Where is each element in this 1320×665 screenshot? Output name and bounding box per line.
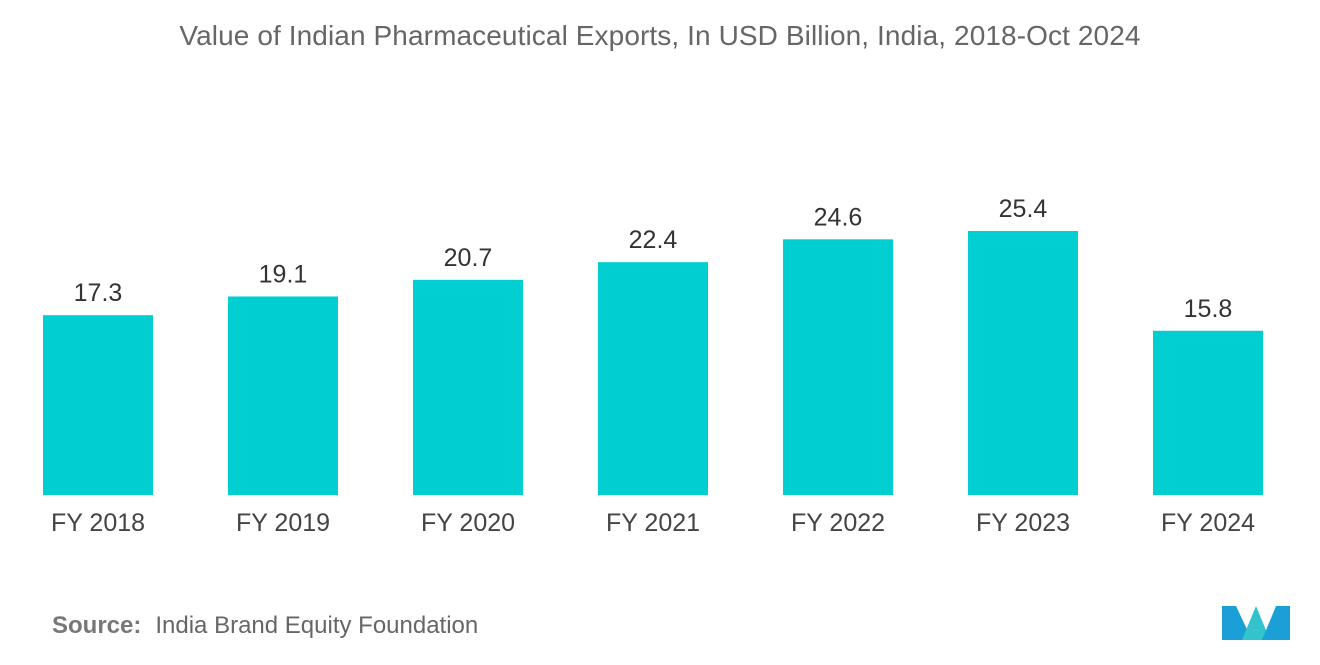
bar-fy-2019 (228, 296, 338, 495)
bar-fy-2024 (1153, 330, 1263, 495)
x-tick-label: FY 2023 (976, 509, 1070, 537)
source-note: Source: India Brand Equity Foundation (52, 612, 478, 640)
bar-fy-2020 (413, 279, 523, 495)
x-tick-label: FY 2024 (1161, 509, 1255, 537)
data-label: 25.4 (999, 195, 1048, 223)
x-tick-label: FY 2020 (421, 509, 515, 537)
mordor-intelligence-logo-icon (1222, 606, 1290, 640)
source-label: Source: (52, 612, 142, 639)
data-label: 22.4 (629, 226, 678, 254)
data-label: 24.6 (814, 203, 863, 231)
x-tick-label: FY 2018 (51, 509, 145, 537)
chart-title: Value of Indian Pharmaceutical Exports, … (179, 20, 1141, 51)
data-label: 15.8 (1184, 295, 1233, 323)
bar-fy-2018 (43, 315, 153, 495)
x-tick-label: FY 2021 (606, 509, 700, 537)
data-label: 20.7 (444, 244, 493, 272)
x-tick-label: FY 2022 (791, 509, 885, 537)
x-tick-label: FY 2019 (236, 509, 330, 537)
bar-fy-2021 (598, 262, 708, 495)
data-label: 17.3 (74, 279, 123, 307)
data-label: 19.1 (259, 260, 308, 288)
source-text: India Brand Equity Foundation (155, 612, 479, 639)
bar-fy-2023 (968, 231, 1078, 495)
bar-fy-2022 (783, 239, 893, 495)
